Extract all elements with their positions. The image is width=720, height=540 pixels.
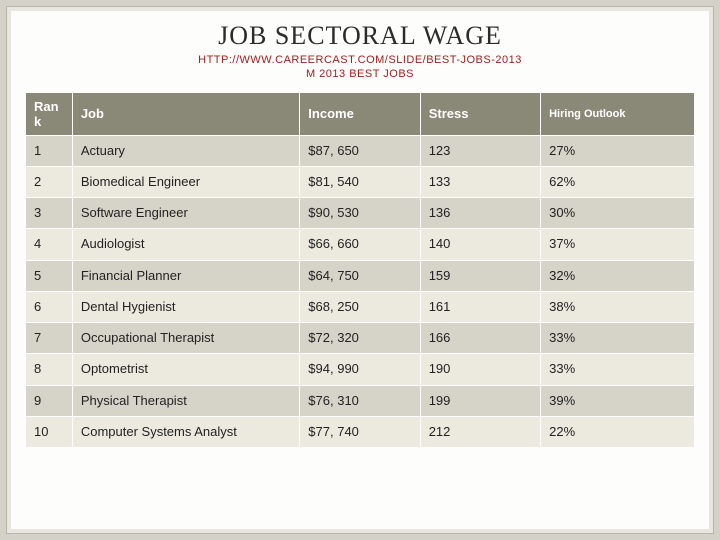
- cell-stress: 199: [420, 385, 540, 416]
- table-row: 9 Physical Therapist $76, 310 199 39%: [26, 385, 695, 416]
- subtitle-line2: M 2013 BEST JOBS: [25, 67, 695, 81]
- cell-stress: 166: [420, 323, 540, 354]
- col-header-income: Income: [300, 92, 420, 135]
- cell-income: $68, 250: [300, 291, 420, 322]
- cell-job: Dental Hygienist: [72, 291, 299, 322]
- cell-job: Actuary: [72, 135, 299, 166]
- col-header-stress: Stress: [420, 92, 540, 135]
- cell-job: Biomedical Engineer: [72, 166, 299, 197]
- cell-rank: 9: [26, 385, 73, 416]
- col-header-job: Job: [72, 92, 299, 135]
- cell-rank: 5: [26, 260, 73, 291]
- cell-job: Audiologist: [72, 229, 299, 260]
- table-row: 8 Optometrist $94, 990 190 33%: [26, 354, 695, 385]
- cell-income: $77, 740: [300, 416, 420, 447]
- cell-hiring: 22%: [541, 416, 695, 447]
- cell-income: $81, 540: [300, 166, 420, 197]
- cell-hiring: 32%: [541, 260, 695, 291]
- cell-stress: 159: [420, 260, 540, 291]
- cell-hiring: 38%: [541, 291, 695, 322]
- table-row: 10 Computer Systems Analyst $77, 740 212…: [26, 416, 695, 447]
- cell-hiring: 30%: [541, 198, 695, 229]
- cell-job: Optometrist: [72, 354, 299, 385]
- cell-hiring: 62%: [541, 166, 695, 197]
- cell-hiring: 37%: [541, 229, 695, 260]
- col-header-rank: Ran k: [26, 92, 73, 135]
- cell-stress: 133: [420, 166, 540, 197]
- cell-hiring: 27%: [541, 135, 695, 166]
- table-row: 5 Financial Planner $64, 750 159 32%: [26, 260, 695, 291]
- cell-income: $90, 530: [300, 198, 420, 229]
- jobs-table: Ran k Job Income Stress Hiring Outlook 1…: [25, 92, 695, 449]
- cell-rank: 1: [26, 135, 73, 166]
- cell-stress: 123: [420, 135, 540, 166]
- cell-job: Software Engineer: [72, 198, 299, 229]
- cell-hiring: 39%: [541, 385, 695, 416]
- col-header-hiring: Hiring Outlook: [541, 92, 695, 135]
- table-row: 6 Dental Hygienist $68, 250 161 38%: [26, 291, 695, 322]
- cell-rank: 10: [26, 416, 73, 447]
- cell-job: Computer Systems Analyst: [72, 416, 299, 447]
- cell-job: Physical Therapist: [72, 385, 299, 416]
- cell-rank: 7: [26, 323, 73, 354]
- table-body: 1 Actuary $87, 650 123 27% 2 Biomedical …: [26, 135, 695, 448]
- cell-income: $76, 310: [300, 385, 420, 416]
- cell-income: $64, 750: [300, 260, 420, 291]
- cell-stress: 190: [420, 354, 540, 385]
- cell-income: $87, 650: [300, 135, 420, 166]
- cell-stress: 136: [420, 198, 540, 229]
- cell-income: $94, 990: [300, 354, 420, 385]
- cell-stress: 161: [420, 291, 540, 322]
- cell-rank: 4: [26, 229, 73, 260]
- slide-frame: JOB SECTORAL WAGE HTTP://WWW.CAREERCAST.…: [6, 6, 714, 534]
- table-row: 2 Biomedical Engineer $81, 540 133 62%: [26, 166, 695, 197]
- subtitle-line1: HTTP://WWW.CAREERCAST.COM/SLIDE/BEST-JOB…: [25, 53, 695, 67]
- cell-rank: 3: [26, 198, 73, 229]
- cell-rank: 8: [26, 354, 73, 385]
- table-header-row: Ran k Job Income Stress Hiring Outlook: [26, 92, 695, 135]
- table-row: 4 Audiologist $66, 660 140 37%: [26, 229, 695, 260]
- cell-rank: 6: [26, 291, 73, 322]
- page-title: JOB SECTORAL WAGE: [25, 21, 695, 51]
- table-row: 3 Software Engineer $90, 530 136 30%: [26, 198, 695, 229]
- cell-hiring: 33%: [541, 354, 695, 385]
- cell-job: Financial Planner: [72, 260, 299, 291]
- table-row: 1 Actuary $87, 650 123 27%: [26, 135, 695, 166]
- cell-income: $72, 320: [300, 323, 420, 354]
- subtitle: HTTP://WWW.CAREERCAST.COM/SLIDE/BEST-JOB…: [25, 53, 695, 82]
- cell-hiring: 33%: [541, 323, 695, 354]
- cell-stress: 212: [420, 416, 540, 447]
- cell-rank: 2: [26, 166, 73, 197]
- cell-job: Occupational Therapist: [72, 323, 299, 354]
- cell-stress: 140: [420, 229, 540, 260]
- table-row: 7 Occupational Therapist $72, 320 166 33…: [26, 323, 695, 354]
- cell-income: $66, 660: [300, 229, 420, 260]
